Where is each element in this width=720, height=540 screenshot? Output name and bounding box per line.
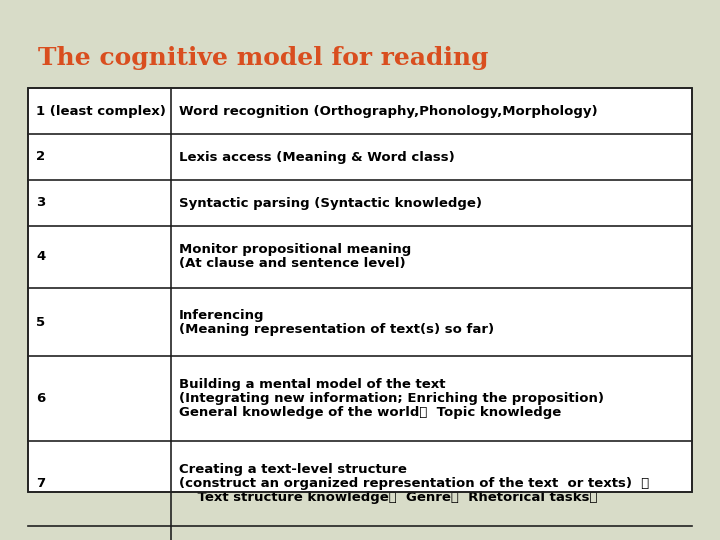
Text: Building a mental model of the text: Building a mental model of the text — [179, 378, 445, 391]
Text: Text structure knowledge：  Genre，  Rhetorical tasks）: Text structure knowledge： Genre， Rhetori… — [179, 491, 598, 504]
Bar — [28, 88, 692, 492]
Text: 1 (least complex): 1 (least complex) — [36, 105, 166, 118]
Text: (Meaning representation of text(s) so far): (Meaning representation of text(s) so fa… — [179, 322, 494, 335]
Text: 7: 7 — [36, 477, 45, 490]
Text: Creating a text-level structure: Creating a text-level structure — [179, 463, 407, 476]
Text: 4: 4 — [36, 251, 45, 264]
Text: Inferencing: Inferencing — [179, 308, 264, 321]
Text: Monitor propositional meaning: Monitor propositional meaning — [179, 244, 411, 256]
Bar — [28, 88, 692, 492]
Text: Syntactic parsing (Syntactic knowledge): Syntactic parsing (Syntactic knowledge) — [179, 197, 482, 210]
Text: 6: 6 — [36, 392, 45, 405]
Text: General knowledge of the world；  Topic knowledge: General knowledge of the world； Topic kn… — [179, 406, 561, 419]
Text: Lexis access (Meaning & Word class): Lexis access (Meaning & Word class) — [179, 151, 454, 164]
Text: 2: 2 — [36, 151, 45, 164]
Text: The cognitive model for reading: The cognitive model for reading — [38, 46, 488, 70]
Text: (At clause and sentence level): (At clause and sentence level) — [179, 258, 405, 271]
Text: (construct an organized representation of the text  or texts)  （: (construct an organized representation o… — [179, 477, 649, 490]
Text: 3: 3 — [36, 197, 45, 210]
Text: (Integrating new information; Enriching the proposition): (Integrating new information; Enriching … — [179, 392, 604, 405]
Text: 5: 5 — [36, 315, 45, 328]
Text: Word recognition (Orthography,Phonology,Morphology): Word recognition (Orthography,Phonology,… — [179, 105, 598, 118]
